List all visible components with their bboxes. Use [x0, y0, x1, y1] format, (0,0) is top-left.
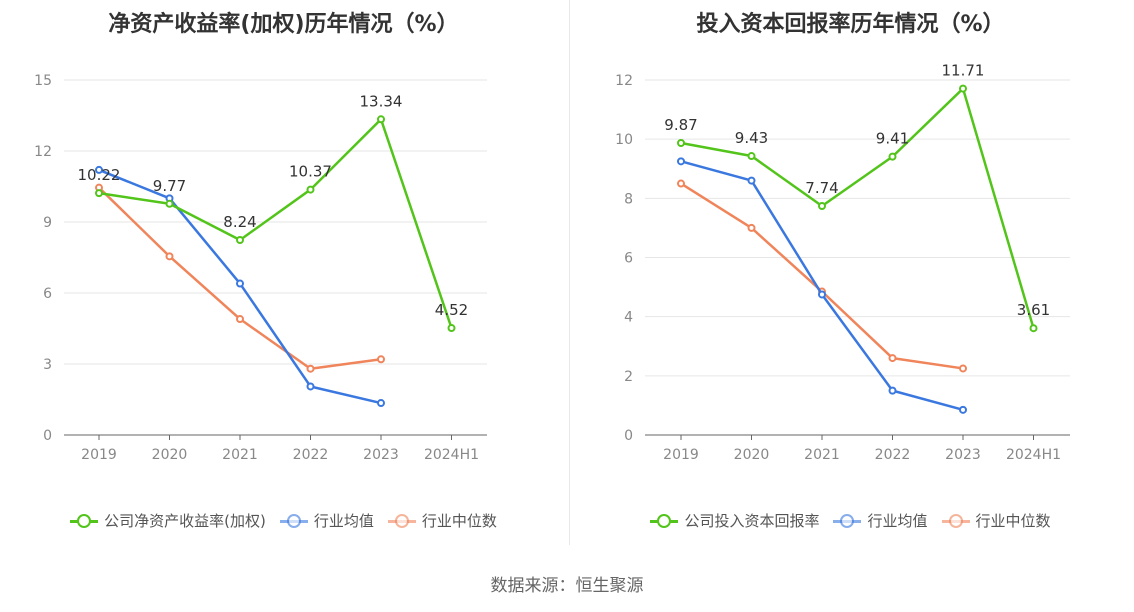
data-label: 13.34: [360, 92, 403, 110]
x-tick-label: 2020: [734, 447, 770, 463]
data-label: 8.24: [223, 213, 256, 231]
legend-swatch-icon: [941, 513, 970, 528]
data-point: [377, 399, 385, 408]
x-tick-label: 2024H1: [424, 447, 479, 463]
x-tick-label: 2023: [363, 447, 399, 463]
legend-label: 公司净资产收益率(加权): [104, 512, 266, 530]
data-point: [447, 324, 456, 333]
data-point: [959, 364, 967, 373]
data-label: 9.77: [153, 177, 186, 195]
data-source-note: 数据来源：恒生聚源: [490, 576, 644, 596]
data-label: 10.37: [289, 163, 332, 181]
chart-roic: 投入资本回报率历年情况（%） 0 2 4 6 8 10 12 2019 2020 2021 2022…: [567, 0, 1134, 560]
data-label: 3.61: [1017, 301, 1050, 319]
x-tick-label: 2019: [663, 447, 699, 463]
x-tick-label: 2024H1: [1006, 447, 1061, 463]
y-tick-label: 6: [43, 286, 52, 302]
data-point: [888, 152, 897, 161]
data-label: 9.41: [876, 130, 909, 148]
data-point: [677, 179, 685, 188]
data-point: [747, 223, 756, 232]
y-tick-label: 8: [624, 191, 633, 207]
legend-swatch-icon: [650, 513, 679, 528]
data-point: [677, 157, 685, 166]
y-tick-label: 0: [43, 428, 52, 444]
x-tick-label: 2021: [222, 447, 258, 463]
chart-legend: 公司净资产收益率(加权) 行业均值 行业中位数: [0, 510, 567, 531]
panel-divider: [569, 0, 570, 545]
data-point: [818, 202, 826, 211]
x-tick-label: 2022: [293, 447, 329, 463]
data-point: [959, 84, 967, 93]
data-point: [236, 315, 244, 324]
chart-roe: 净资产收益率(加权)历年情况（%） 0 3 6 9 12 15 2019 2020 2021 20…: [0, 0, 567, 560]
series-line: [680, 182, 964, 370]
y-tick-label: 3: [43, 357, 52, 373]
data-point: [236, 279, 244, 288]
data-point: [888, 386, 897, 395]
legend-swatch-icon: [387, 513, 416, 528]
chart-legend: 公司投入资本回报率 行业均值 行业中位数: [567, 510, 1134, 531]
data-point: [95, 165, 103, 174]
legend-label: 行业均值: [313, 512, 374, 530]
data-point: [377, 115, 385, 124]
data-label: 10.22: [78, 166, 121, 184]
data-point: [306, 364, 315, 373]
data-point: [818, 290, 826, 299]
data-label: 7.74: [805, 179, 838, 197]
legend-label: 行业中位数: [421, 512, 497, 530]
data-label: 9.87: [664, 116, 697, 134]
series-line: [98, 118, 453, 329]
legend-label: 行业中位数: [975, 512, 1051, 530]
y-tick-label: 4: [624, 310, 633, 326]
y-tick-label: 15: [34, 73, 52, 89]
data-point: [747, 176, 756, 185]
legend-item-industry-mean[interactable]: 行业均值: [279, 510, 374, 531]
y-tick-label: 6: [624, 251, 633, 267]
legend-label: 公司投入资本回报率: [684, 512, 820, 530]
chart-plot: 0 3 6 9 12 15 2019 2020 2021 2022 2023 2024H1 10.22 9…: [34, 73, 487, 463]
data-point: [888, 354, 897, 363]
chart-plot: 0 2 4 6 8 10 12 2019 2020 2021 2022 2023 2024H1 9.87 9…: [615, 62, 1070, 463]
data-point: [377, 355, 385, 364]
x-tick-label: 2020: [152, 447, 188, 463]
legend-item-company[interactable]: 公司投入资本回报率: [650, 510, 819, 531]
legend-item-company[interactable]: 公司净资产收益率(加权): [70, 510, 266, 531]
data-label: 4.52: [435, 301, 468, 319]
x-tick-label: 2021: [804, 447, 840, 463]
y-tick-label: 12: [615, 73, 633, 89]
y-tick-label: 12: [34, 144, 52, 160]
legend-item-industry-median[interactable]: 行业中位数: [387, 510, 497, 531]
y-tick-label: 0: [624, 428, 633, 444]
data-point: [165, 252, 174, 261]
data-label: 11.71: [942, 62, 985, 80]
legend-item-industry-mean[interactable]: 行业均值: [833, 510, 928, 531]
data-point: [959, 405, 967, 414]
chart-title: 净资产收益率(加权)历年情况（%）: [108, 12, 459, 37]
legend-swatch-icon: [70, 513, 99, 528]
data-point: [236, 235, 244, 244]
data-point: [306, 185, 315, 194]
x-tick-label: 2022: [875, 447, 911, 463]
x-tick-label: 2023: [945, 447, 981, 463]
series-line: [680, 87, 1035, 329]
data-point: [306, 382, 315, 391]
y-tick-label: 10: [615, 132, 633, 148]
chart-title: 投入资本回报率历年情况（%）: [696, 12, 1005, 37]
data-point: [1029, 324, 1038, 333]
y-tick-label: 2: [624, 369, 633, 385]
data-point: [677, 139, 685, 148]
data-point: [165, 199, 174, 208]
y-tick-label: 9: [43, 215, 52, 231]
data-point: [747, 152, 756, 161]
data-label: 9.43: [735, 129, 768, 147]
x-tick-label: 2019: [81, 447, 117, 463]
legend-label: 行业均值: [867, 512, 928, 530]
data-point: [95, 189, 103, 198]
legend-swatch-icon: [279, 513, 308, 528]
legend-swatch-icon: [833, 513, 862, 528]
legend-item-industry-median[interactable]: 行业中位数: [941, 510, 1051, 531]
